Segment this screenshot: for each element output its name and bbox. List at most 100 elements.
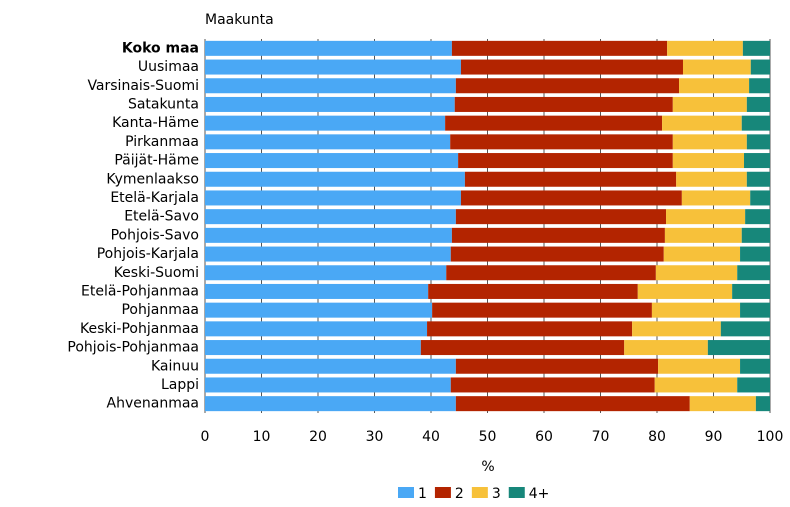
bar-segment — [205, 283, 429, 299]
x-tick-label: 40 — [422, 429, 440, 445]
y-tick-label: Etelä-Karjala — [110, 190, 199, 206]
y-tick-label: Pirkanmaa — [125, 134, 199, 150]
bar-segment — [681, 190, 751, 206]
y-tick-label: Lappi — [161, 377, 199, 393]
y-tick-label: Pohjanmaa — [121, 302, 199, 318]
bar-segment — [672, 96, 747, 112]
bar-segment — [744, 153, 770, 169]
bar-segment — [740, 246, 770, 262]
bar-segment — [432, 302, 652, 318]
x-tick-label: 50 — [479, 429, 497, 445]
bar-segment — [749, 78, 770, 94]
bar-segment — [679, 78, 750, 94]
bar-segment — [755, 396, 770, 412]
legend-label: 4+ — [529, 486, 550, 502]
y-tick-label: Etelä-Savo — [124, 209, 199, 225]
x-tick-label: 30 — [366, 429, 384, 445]
bar-segment — [445, 115, 663, 131]
bar-segment — [689, 396, 756, 412]
bar-segment — [205, 377, 451, 393]
bar-segment — [205, 96, 455, 112]
bar-segment — [663, 246, 741, 262]
bar-segment — [454, 96, 673, 112]
bar-segment — [637, 283, 733, 299]
bar-segment — [205, 171, 465, 187]
bar-segment — [632, 321, 721, 337]
bar-segment — [654, 377, 738, 393]
bar-segment — [205, 340, 421, 356]
x-tick-label: 20 — [309, 429, 327, 445]
y-axis-title: Maakunta — [205, 12, 274, 28]
bar-segment — [451, 40, 668, 56]
y-tick-label: Uusimaa — [138, 59, 199, 75]
x-tick-label: 0 — [201, 429, 210, 445]
bar-segment — [455, 396, 690, 412]
bar-segment — [662, 115, 742, 131]
bar-segment — [667, 40, 743, 56]
y-tick-label: Koko maa — [122, 40, 199, 56]
bar-segment — [741, 115, 770, 131]
legend-swatch — [434, 487, 451, 498]
bar-segment — [741, 227, 770, 243]
bar-segment — [446, 265, 656, 281]
x-tick-label: 90 — [705, 429, 723, 445]
bar-segment — [458, 153, 673, 169]
bar-segment — [746, 96, 770, 112]
bar-segment — [450, 246, 664, 262]
bar-segment — [460, 190, 682, 206]
y-tick-label: Kanta-Häme — [112, 115, 199, 131]
bar-segment — [745, 209, 770, 225]
bar-segment — [732, 283, 770, 299]
bar-segment — [205, 358, 456, 374]
bar-segment — [666, 209, 746, 225]
bar-segment — [205, 115, 446, 131]
bar-segment — [205, 134, 451, 150]
x-tick-label: 10 — [253, 429, 271, 445]
bar-segment — [746, 171, 770, 187]
bar-segment — [460, 59, 683, 75]
bar-segment — [720, 321, 770, 337]
bar-segment — [450, 134, 673, 150]
bar-segment — [427, 321, 633, 337]
bar-segment — [750, 59, 770, 75]
x-tick-label: 70 — [592, 429, 610, 445]
bar-segment — [658, 358, 741, 374]
bar-segment — [205, 59, 461, 75]
bar-segment — [451, 227, 665, 243]
bar-segment — [664, 227, 742, 243]
bar-segment — [624, 340, 708, 356]
x-tick-label: 60 — [535, 429, 553, 445]
bar-segment — [420, 340, 625, 356]
x-tick-label: 100 — [757, 429, 784, 445]
bar-segment — [205, 190, 461, 206]
bar-segment — [737, 377, 770, 393]
bar-segment — [455, 358, 659, 374]
bar-segment — [651, 302, 741, 318]
bar-segment — [746, 134, 770, 150]
y-tick-label: Pohjois-Pohjanmaa — [67, 340, 199, 356]
bar-segment — [740, 302, 770, 318]
legend-label: 2 — [455, 486, 464, 502]
legend-swatch — [471, 487, 488, 498]
bar-segment — [737, 265, 770, 281]
bar-segment — [450, 377, 655, 393]
bar-segment — [205, 321, 428, 337]
bar-segment — [676, 171, 747, 187]
bar-segment — [205, 265, 447, 281]
bar-segment — [707, 340, 770, 356]
y-tick-label: Pohjois-Karjala — [97, 246, 199, 262]
bar-segment — [205, 227, 452, 243]
y-tick-label: Kymenlaakso — [106, 171, 199, 187]
y-tick-label: Satakunta — [128, 96, 199, 112]
bar-segment — [682, 59, 751, 75]
bar-segment — [455, 209, 667, 225]
y-tick-label: Etelä-Pohjanmaa — [81, 283, 199, 299]
bar-segment — [655, 265, 738, 281]
y-tick-label: Ahvenanmaa — [107, 396, 199, 412]
bar-segment — [205, 302, 433, 318]
bar-segment — [455, 78, 680, 94]
bar-segment — [205, 153, 459, 169]
bar-segment — [205, 78, 456, 94]
y-tick-label: Kainuu — [151, 358, 199, 374]
